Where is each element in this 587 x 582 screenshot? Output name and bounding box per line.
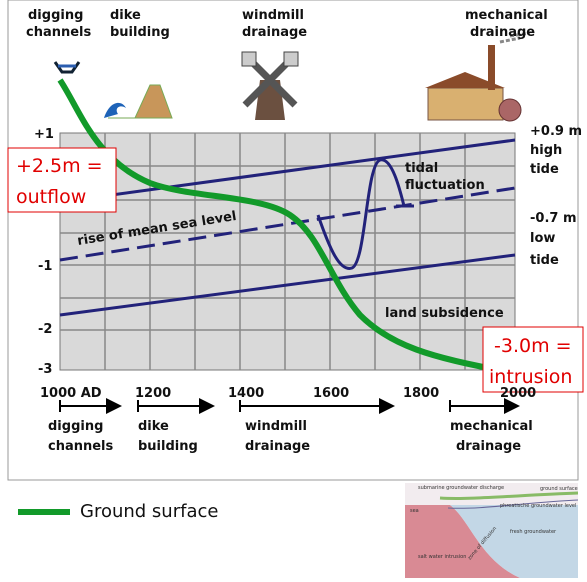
annotation: outflow xyxy=(16,186,86,208)
sea-lines xyxy=(59,138,516,317)
inset-label: sea xyxy=(410,508,419,514)
phase: channels xyxy=(48,439,114,454)
inset-label: ground surface xyxy=(540,486,578,492)
timeline-ticks xyxy=(59,400,451,412)
year: 2000 xyxy=(500,386,536,401)
annotation: -3.0m = xyxy=(494,335,572,357)
year: 1400 xyxy=(228,386,264,401)
phase: windmill xyxy=(245,419,307,434)
year: 1800 xyxy=(403,386,439,401)
top-label: drainage xyxy=(470,25,535,40)
annotation: tidal xyxy=(405,161,438,176)
annotation: +2.5m = xyxy=(16,155,103,177)
top-label: building xyxy=(110,25,170,40)
year: 1200 xyxy=(135,386,171,401)
right-label: tide xyxy=(530,253,559,268)
annotation: intrusion xyxy=(489,366,572,388)
phase: dike xyxy=(138,419,169,434)
right-label: high xyxy=(530,143,562,158)
intrusion-box xyxy=(482,326,584,393)
phase: drainage xyxy=(245,439,310,454)
phase: digging xyxy=(48,419,103,434)
year: 1600 xyxy=(313,386,349,401)
inset-label: salt water intrusion xyxy=(418,554,466,560)
right-label: -0.7 m xyxy=(530,211,577,226)
outflow-box xyxy=(7,147,117,213)
annotation: land subsidence xyxy=(385,306,504,321)
top-label: dike xyxy=(110,8,141,23)
inset: submarine groundwater discharge ground s… xyxy=(405,483,579,578)
legend-label: Ground surface xyxy=(80,501,218,522)
phase: mechanical xyxy=(450,419,533,434)
annotation: fluctuation xyxy=(405,178,485,193)
inset-label: phreatische groundwater level xyxy=(500,503,576,509)
year: 1000 AD xyxy=(40,386,102,401)
top-label: channels xyxy=(26,25,92,40)
phase: drainage xyxy=(456,439,521,454)
y-label: +1 xyxy=(34,127,54,142)
top-label: digging xyxy=(28,8,83,23)
y-label: -1 xyxy=(38,259,52,274)
inset-label: fresh groundwater xyxy=(510,529,557,535)
right-label: tide xyxy=(530,162,559,177)
y-label: -3 xyxy=(38,362,52,377)
phase: building xyxy=(138,439,198,454)
inset-label: submarine groundwater discharge xyxy=(418,485,504,491)
top-label: drainage xyxy=(242,25,307,40)
right-label: +0.9 m xyxy=(530,124,582,139)
top-label: windmill xyxy=(242,8,304,23)
right-label: low xyxy=(530,231,555,246)
icons xyxy=(53,31,531,122)
y-label: -2 xyxy=(38,322,52,337)
top-label: mechanical xyxy=(465,8,548,23)
